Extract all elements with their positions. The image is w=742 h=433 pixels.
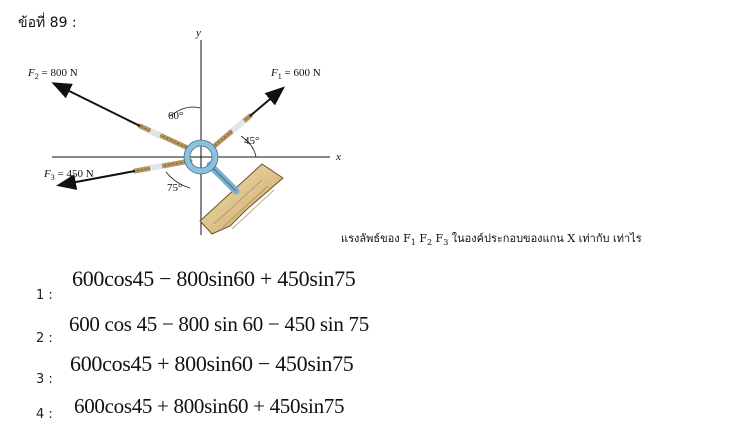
y-axis-label: y — [195, 27, 201, 39]
wall-support — [199, 163, 284, 235]
force-f1-arrow — [249, 86, 286, 117]
eyebolt-ring — [184, 140, 218, 174]
angle-75-label: 75° — [167, 182, 182, 194]
x-axis-label: x — [335, 151, 341, 163]
rope-f3 — [132, 158, 193, 174]
rope-f2 — [137, 123, 193, 152]
option-3-expression[interactable]: 600cos45 + 800sin60 − 450sin75 — [70, 351, 354, 376]
option-1-expression[interactable]: 600cos45 − 800sin60 + 450sin75 — [72, 266, 356, 291]
force-f2-arrow — [51, 82, 141, 127]
option-1-number[interactable]: 1 : — [36, 288, 53, 303]
force-f2-label: F2 = 800 N — [27, 67, 78, 81]
angle-45-arc — [240, 135, 257, 158]
option-2-expression[interactable]: 600 cos 45 − 800 sin 60 − 450 sin 75 — [69, 312, 369, 336]
option-3-number[interactable]: 3 : — [36, 372, 53, 387]
force-f3-arrow — [56, 170, 136, 190]
angle-75-arc — [165, 171, 191, 189]
question-title: ข้อที่ 89 : — [18, 15, 77, 31]
option-4-expression[interactable]: 600cos45 + 800sin60 + 450sin75 — [74, 394, 345, 418]
option-4-number[interactable]: 4 : — [36, 407, 53, 422]
angle-45-label: 45° — [244, 135, 259, 147]
angle-60-arc — [169, 106, 201, 117]
force-f3-label: F3 = 450 N — [43, 168, 94, 182]
question-prompt: แรงลัพธ์ของ F1 F2 F3 ในองค์ประกอบของแกน … — [341, 232, 642, 248]
rope-f1 — [209, 113, 253, 151]
force-f1-label: F1 = 600 N — [270, 67, 321, 81]
angle-60-label: 60° — [168, 110, 183, 122]
option-2-number[interactable]: 2 : — [36, 331, 53, 346]
